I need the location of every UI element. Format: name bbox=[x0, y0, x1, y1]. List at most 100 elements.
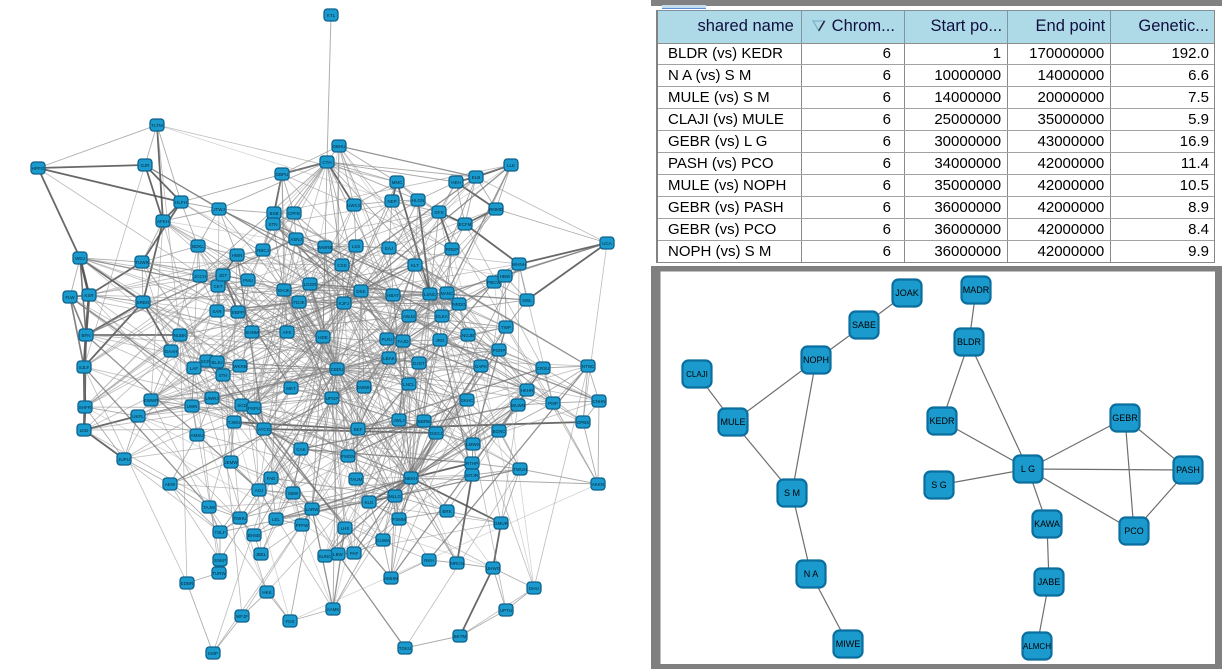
svg-text:AWJS: AWJS bbox=[403, 314, 415, 319]
svg-text:GBPU: GBPU bbox=[276, 172, 289, 177]
svg-text:MKT: MKT bbox=[286, 386, 296, 391]
svg-text:ALMCH: ALMCH bbox=[1023, 642, 1051, 651]
svg-text:BKTM: BKTM bbox=[454, 634, 467, 639]
svg-text:WHNH: WHNH bbox=[512, 262, 526, 267]
svg-text:KTL: KTL bbox=[327, 13, 336, 18]
svg-text:PFFW: PFFW bbox=[296, 523, 309, 528]
svg-text:L G: L G bbox=[1021, 464, 1035, 474]
svg-text:GMUR: GMUR bbox=[494, 521, 508, 526]
svg-text:PSPU: PSPU bbox=[248, 406, 260, 411]
svg-text:FLW: FLW bbox=[65, 295, 75, 300]
svg-text:GBHU: GBHU bbox=[332, 144, 345, 149]
svg-text:PAF: PAF bbox=[350, 551, 359, 556]
svg-text:CBDU: CBDU bbox=[331, 367, 344, 372]
svg-text:AFKH: AFKH bbox=[157, 219, 169, 224]
svg-text:NGJB: NGJB bbox=[462, 333, 474, 338]
svg-text:UPTU: UPTU bbox=[500, 608, 512, 613]
svg-text:LSNC: LSNC bbox=[424, 292, 437, 297]
svg-text:SWL: SWL bbox=[522, 298, 532, 303]
svg-text:HLGN: HLGN bbox=[412, 198, 425, 203]
svg-text:DSGJ: DSGJ bbox=[430, 431, 442, 436]
svg-text:PGRP: PGRP bbox=[493, 348, 506, 353]
svg-text:NANC: NANC bbox=[441, 291, 455, 296]
svg-text:BBRB: BBRB bbox=[418, 419, 430, 424]
svg-text:EDBR: EDBR bbox=[181, 581, 194, 586]
svg-text:AEW: AEW bbox=[165, 482, 176, 487]
svg-text:FAD: FAD bbox=[267, 476, 277, 481]
svg-text:S M: S M bbox=[784, 488, 800, 498]
svg-text:CNHN: CNHN bbox=[593, 399, 606, 404]
svg-text:PCO: PCO bbox=[1124, 526, 1144, 536]
svg-text:LBW: LBW bbox=[333, 552, 344, 557]
svg-text:RKH: RKH bbox=[424, 558, 434, 563]
svg-text:GPBS: GPBS bbox=[577, 420, 590, 425]
svg-text:SCRA: SCRA bbox=[201, 359, 214, 364]
svg-text:N A: N A bbox=[804, 569, 819, 579]
svg-text:SCD: SCD bbox=[237, 403, 247, 408]
svg-text:LSS: LSS bbox=[352, 244, 361, 249]
svg-text:UWRJ: UWRJ bbox=[206, 396, 219, 401]
svg-text:GAPK: GAPK bbox=[475, 364, 488, 369]
svg-text:HKK: HKK bbox=[262, 590, 271, 595]
svg-text:NUBK: NUBK bbox=[174, 333, 187, 338]
svg-text:LGGR: LGGR bbox=[304, 282, 318, 287]
svg-text:S G: S G bbox=[931, 480, 947, 490]
svg-text:ECFM: ECFM bbox=[459, 222, 472, 227]
svg-text:SSKP: SSKP bbox=[214, 558, 226, 563]
svg-text:KEDR: KEDR bbox=[929, 416, 955, 426]
svg-text:MMC: MMC bbox=[392, 180, 403, 185]
svg-text:MADR: MADR bbox=[963, 285, 990, 295]
svg-text:MRCN: MRCN bbox=[450, 561, 464, 566]
svg-text:BGNC: BGNC bbox=[492, 429, 506, 434]
svg-text:BLJU: BLJU bbox=[211, 360, 222, 365]
svg-text:LEL: LEL bbox=[272, 517, 281, 522]
svg-text:HWN: HWN bbox=[232, 253, 243, 258]
svg-text:DHU: DHU bbox=[529, 586, 539, 591]
svg-text:LAF: LAF bbox=[190, 366, 199, 371]
svg-text:LHS: LHS bbox=[341, 526, 350, 531]
svg-text:AFS: AFS bbox=[283, 330, 292, 335]
svg-text:GEBR: GEBR bbox=[1112, 413, 1138, 423]
svg-text:KJFJ: KJFJ bbox=[339, 301, 349, 306]
svg-text:SRBG: SRBG bbox=[137, 300, 150, 305]
svg-text:DLKA: DLKA bbox=[436, 314, 448, 319]
svg-text:SHNM: SHNM bbox=[245, 330, 259, 335]
svg-text:FDS: FDS bbox=[286, 619, 295, 624]
svg-text:PBCW: PBCW bbox=[487, 280, 501, 285]
svg-text:KLG: KLG bbox=[364, 500, 374, 505]
svg-text:STH: STH bbox=[219, 373, 228, 378]
svg-text:GKHC: GKHC bbox=[460, 398, 474, 403]
svg-text:JEMW: JEMW bbox=[224, 460, 238, 465]
svg-text:GFS: GFS bbox=[434, 210, 443, 215]
svg-text:HBW: HBW bbox=[500, 274, 511, 279]
svg-text:JOAK: JOAK bbox=[895, 288, 919, 298]
svg-text:UCA: UCA bbox=[602, 241, 612, 246]
svg-text:HKHR: HKHR bbox=[521, 388, 535, 393]
svg-text:HEH: HEH bbox=[451, 180, 461, 185]
svg-text:LARW: LARW bbox=[306, 507, 320, 512]
svg-text:MULE: MULE bbox=[720, 417, 745, 427]
svg-text:GWMH: GWMH bbox=[357, 385, 372, 390]
svg-text:JRG: JRG bbox=[436, 338, 445, 343]
svg-text:MLLG: MLLG bbox=[389, 494, 402, 499]
svg-text:FSMM: FSMM bbox=[392, 517, 405, 522]
svg-text:JWLJ: JWLJ bbox=[393, 418, 404, 423]
svg-text:EHJK: EHJK bbox=[278, 288, 290, 293]
svg-text:CUWA: CUWA bbox=[376, 538, 390, 543]
svg-text:KMP: KMP bbox=[208, 651, 218, 656]
svg-text:TUWR: TUWR bbox=[135, 260, 149, 265]
svg-text:BSB: BSB bbox=[269, 211, 278, 216]
svg-text:SAR: SAR bbox=[212, 309, 222, 314]
svg-text:FMGN: FMGN bbox=[341, 454, 354, 459]
svg-text:AKKN: AKKN bbox=[592, 482, 604, 487]
svg-text:LNCL: LNCL bbox=[403, 382, 415, 387]
svg-text:PLRJ: PLRJ bbox=[381, 337, 392, 342]
svg-text:NEKH: NEKH bbox=[405, 476, 418, 481]
svg-text:ELB: ELB bbox=[472, 175, 481, 180]
svg-text:FDJK: FDJK bbox=[293, 300, 304, 305]
svg-text:BRK: BRK bbox=[442, 509, 451, 514]
svg-text:EWWP: EWWP bbox=[144, 398, 159, 403]
svg-text:RMMD: RMMD bbox=[489, 207, 504, 212]
svg-text:HLFH: HLFH bbox=[175, 200, 187, 205]
svg-text:HPFG: HPFG bbox=[32, 166, 45, 171]
